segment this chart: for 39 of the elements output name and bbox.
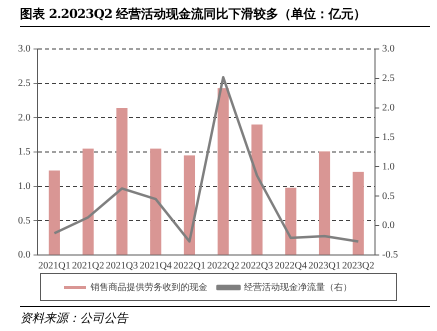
y2-tick-label: 2.0 (382, 102, 395, 114)
y-tick-label: 1.5 (18, 146, 30, 158)
bar (48, 170, 60, 255)
y2-tick-label: 0.5 (382, 190, 395, 202)
x-tick-label: 2023Q1 (308, 260, 341, 272)
bar (184, 155, 196, 255)
legend-label: 销售商品提供劳务收到的现金 (90, 282, 208, 292)
x-tick-label: 2021Q4 (140, 260, 172, 272)
y2-tick-label: 2.5 (382, 73, 395, 84)
bar (116, 108, 128, 255)
x-tick-label: 2021Q2 (72, 260, 104, 272)
text: 资料来源：公司公告 (20, 306, 430, 327)
bar (150, 148, 162, 255)
y2-tick-label: 1.5 (382, 132, 395, 143)
x-tick-label: 2022Q4 (274, 260, 307, 272)
y-tick-label: 1.0 (18, 180, 30, 192)
y2-tick-label: 3.0 (382, 44, 395, 55)
y-tick-label: 3.0 (18, 44, 30, 55)
bar (285, 188, 296, 255)
y-tick-label: 2.5 (18, 78, 30, 89)
bar (218, 88, 229, 255)
y-tick-label: 0.5 (18, 215, 30, 226)
x-tick-label: 2021Q1 (38, 260, 70, 272)
bar (352, 172, 364, 255)
y-tick-label: 2.0 (18, 112, 30, 124)
x-tick-label: 2023Q2 (342, 260, 374, 272)
y2-tick-label: -0.5 (382, 250, 398, 261)
bar (251, 124, 263, 255)
y2-tick-label: 1.0 (382, 161, 395, 172)
x-tick-label: 2022Q1 (173, 260, 206, 272)
x-tick-label: 2022Q2 (207, 260, 240, 272)
y-tick-label: 0.0 (18, 250, 30, 261)
bar (82, 148, 94, 255)
x-tick-label: 2021Q3 (106, 260, 138, 272)
chart-title: 图表 2.2023Q2 经营活动现金流同比下滑较多（单位：亿元） (20, 6, 430, 27)
bar (318, 151, 330, 255)
x-tick-label: 2022Q3 (240, 260, 274, 272)
y2-tick-label: 0.0 (382, 220, 395, 232)
legend-label: 经营活动现金净流量（右） (244, 282, 352, 292)
